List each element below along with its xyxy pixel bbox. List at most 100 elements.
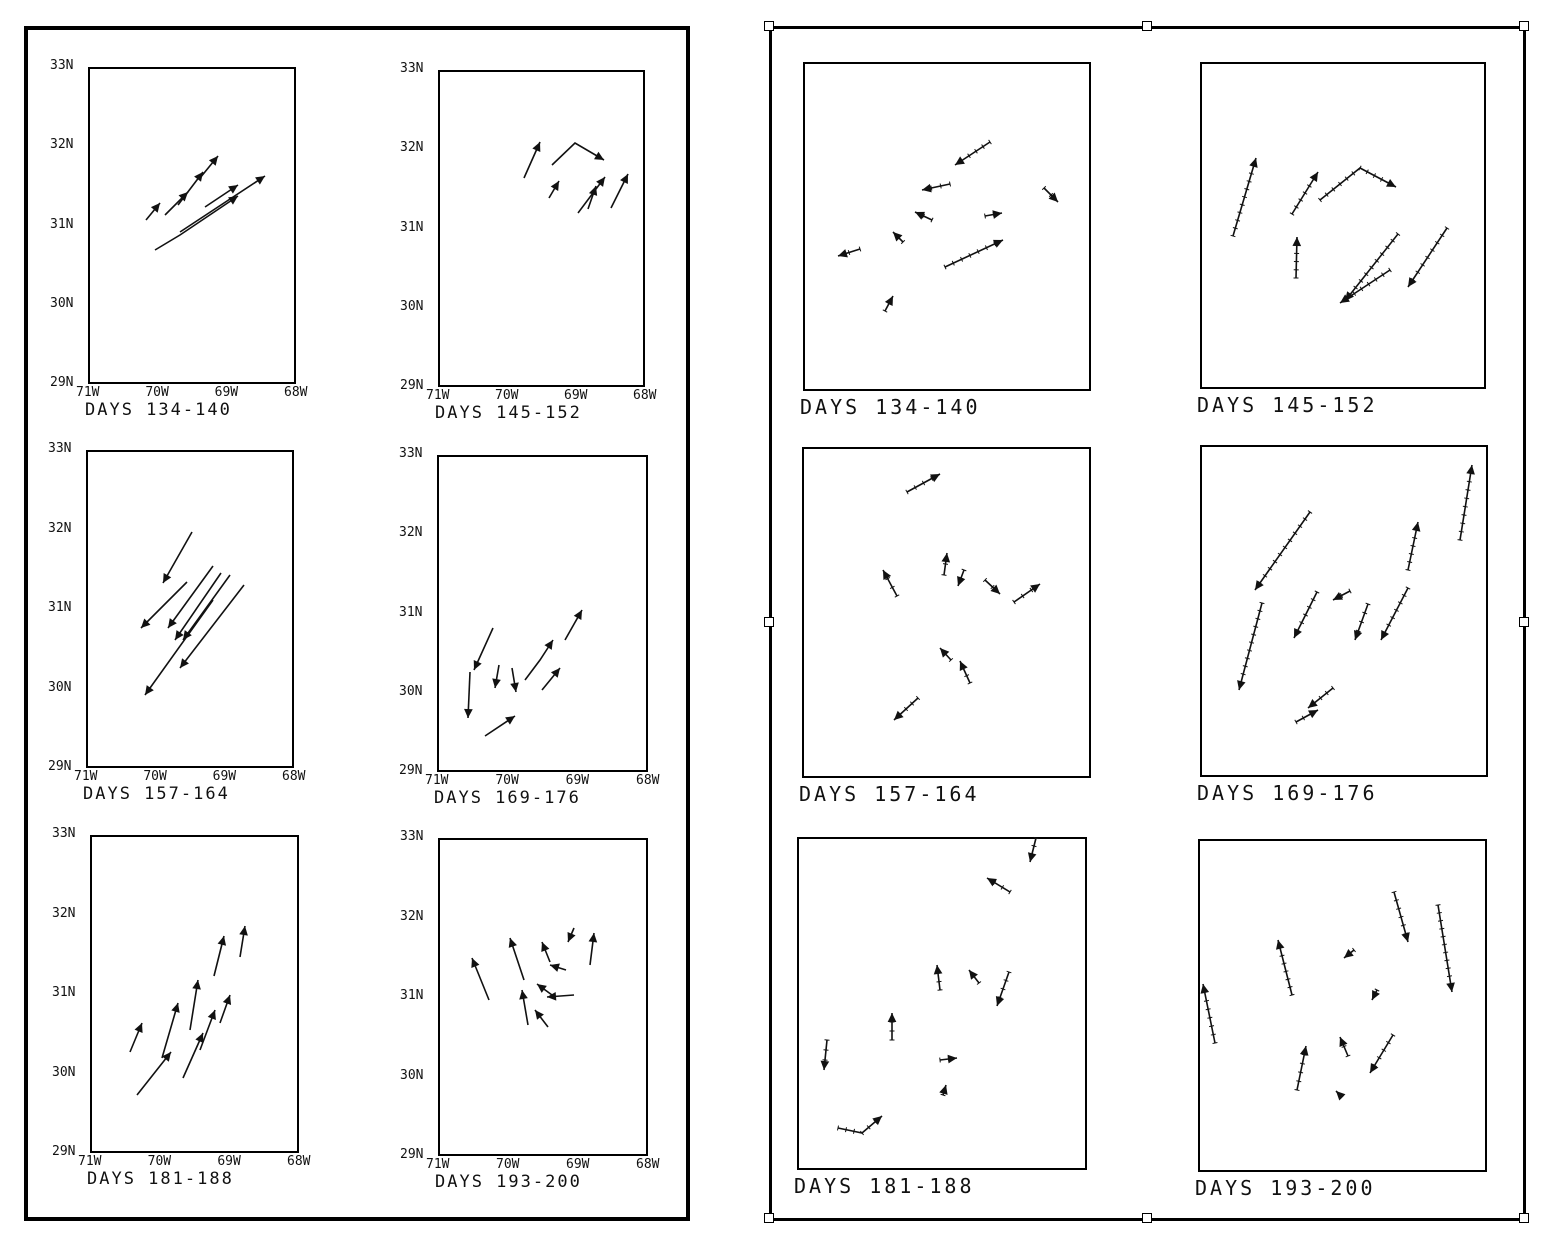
trajectory-arrow-icon: [182, 574, 231, 641]
trajectory-arrow-icon: [1353, 602, 1371, 641]
selection-handle-icon[interactable]: [764, 21, 774, 31]
trajectory-arrow-icon: [534, 1009, 549, 1028]
lat-tick-label: 32N: [400, 908, 424, 924]
left-plot-box: [438, 70, 645, 387]
lat-tick-label: 29N: [48, 759, 72, 774]
right-plot-box: [1198, 839, 1487, 1172]
lon-tick-label: 71W: [74, 769, 98, 784]
lon-tick-label: 68W: [636, 773, 660, 788]
lat-tick-label: 30N: [48, 679, 72, 695]
lat-tick-label: 30N: [400, 1067, 424, 1083]
left-plot-box: [90, 835, 299, 1153]
lat-tick-label: 31N: [50, 216, 74, 232]
trajectory-arrow-icon: [921, 181, 952, 193]
trajectory-arrow-icon: [914, 211, 934, 223]
trajectory-arrow-icon: [219, 994, 232, 1024]
trajectory-arrow-icon: [837, 246, 862, 258]
selection-handle-icon[interactable]: [764, 1213, 774, 1223]
trajectory-arrow-icon: [179, 584, 245, 669]
lon-tick-label: 69W: [566, 1157, 590, 1172]
trajectory-arrow-icon: [473, 627, 494, 671]
trajectory-arrow-icon: [1369, 1033, 1396, 1074]
right-plot-box: [802, 447, 1091, 778]
selection-handle-icon[interactable]: [1142, 21, 1152, 31]
lat-tick-label: 30N: [400, 298, 424, 314]
trajectory-arrow-icon: [905, 473, 941, 495]
trajectory-arrow-icon: [551, 142, 605, 166]
trajectory-arrow-icon: [548, 180, 560, 199]
trajectory-arrow-icon: [986, 877, 1012, 895]
panel-caption: DAYS 145-152: [435, 403, 582, 423]
trajectory-arrow-icon: [484, 715, 516, 737]
left-plot-box: [86, 450, 294, 768]
selection-handle-icon[interactable]: [1142, 1213, 1152, 1223]
lon-tick-label: 70W: [147, 1154, 172, 1169]
trajectory-arrow-icon: [820, 1039, 830, 1071]
lat-tick-label: 30N: [52, 1064, 76, 1080]
trajectory-arrow-icon: [933, 964, 943, 991]
lon-tick-label: 68W: [284, 385, 308, 400]
trajectory-arrow-icon: [549, 963, 567, 972]
trajectory-arrow-icon: [1435, 904, 1455, 993]
left-plot-box: [88, 67, 296, 384]
trajectory-arrow-icon: [162, 531, 193, 584]
trajectory-arrow-icon: [177, 171, 204, 206]
trajectory-arrow-icon: [892, 231, 906, 245]
selection-handle-icon[interactable]: [764, 617, 774, 627]
lon-tick-label: 70W: [145, 385, 169, 400]
lon-tick-label: 71W: [426, 388, 450, 403]
right-plot-box: [1200, 62, 1486, 389]
lat-tick-label: 33N: [400, 829, 424, 844]
lat-tick-label: 33N: [52, 826, 76, 841]
lat-tick-label: 29N: [50, 375, 74, 390]
panel-caption: DAYS 134-140: [85, 400, 232, 420]
trajectory-arrow-icon: [140, 581, 188, 629]
trajectory-arrow-icon: [524, 639, 554, 681]
trajectory-arrow-icon: [984, 210, 1003, 219]
trajectory-arrow-icon: [954, 139, 992, 166]
panel-caption: DAYS 134-140: [800, 395, 981, 419]
trajectory-arrow-icon: [577, 176, 606, 214]
panel-caption: DAYS 169-176: [434, 788, 581, 808]
lat-tick-label: 32N: [48, 520, 72, 536]
lat-tick-label: 29N: [400, 1147, 424, 1162]
trajectory-arrow-icon: [939, 647, 954, 663]
trajectory-arrow-icon: [239, 925, 248, 958]
trajectory-arrow-icon: [882, 569, 900, 598]
trajectory-arrow-icon: [1405, 521, 1421, 571]
panel-caption: DAYS 169-176: [1197, 781, 1378, 805]
trajectory-arrow-icon: [1012, 583, 1041, 605]
left-plot-box: [437, 455, 648, 772]
lon-tick-label: 68W: [282, 769, 306, 784]
panel-caption: DAYS 145-152: [1197, 393, 1378, 417]
trajectory-arrow-icon: [129, 1022, 143, 1053]
trajectory-arrow-icon: [1391, 890, 1410, 943]
trajectory-arrow-icon: [1292, 236, 1302, 279]
trajectory-arrow-icon: [939, 1084, 948, 1097]
trajectory-arrow-icon: [541, 941, 551, 963]
panel-caption: DAYS 181-188: [794, 1174, 975, 1198]
lon-tick-label: 71W: [426, 1157, 450, 1172]
selection-handle-icon[interactable]: [1519, 617, 1529, 627]
trajectory-arrow-icon: [1407, 226, 1450, 288]
selection-handle-icon[interactable]: [1519, 1213, 1529, 1223]
lat-tick-label: 29N: [52, 1144, 76, 1159]
lat-tick-label: 29N: [399, 763, 423, 778]
trajectory-arrow-icon: [982, 577, 1001, 595]
trajectory-arrow-icon: [1344, 232, 1401, 302]
trajectory-arrow-icon: [492, 664, 501, 689]
trajectory-arrow-icon: [199, 1009, 216, 1051]
lat-tick-label: 33N: [400, 61, 424, 76]
trajectory-arrow-icon: [1294, 709, 1319, 725]
panel-caption: DAYS 157-164: [799, 782, 980, 806]
trajectory-arrow-icon: [1293, 590, 1320, 639]
trajectory-arrow-icon: [1339, 1036, 1351, 1058]
trajectory-arrow-icon: [145, 202, 161, 221]
trajectory-arrow-icon: [587, 185, 598, 210]
lat-tick-label: 29N: [400, 378, 424, 393]
selection-handle-icon[interactable]: [1519, 21, 1529, 31]
trajectory-arrow-icon: [1041, 185, 1059, 203]
lat-tick-label: 31N: [48, 600, 72, 615]
trajectory-arrow-icon: [519, 989, 529, 1026]
